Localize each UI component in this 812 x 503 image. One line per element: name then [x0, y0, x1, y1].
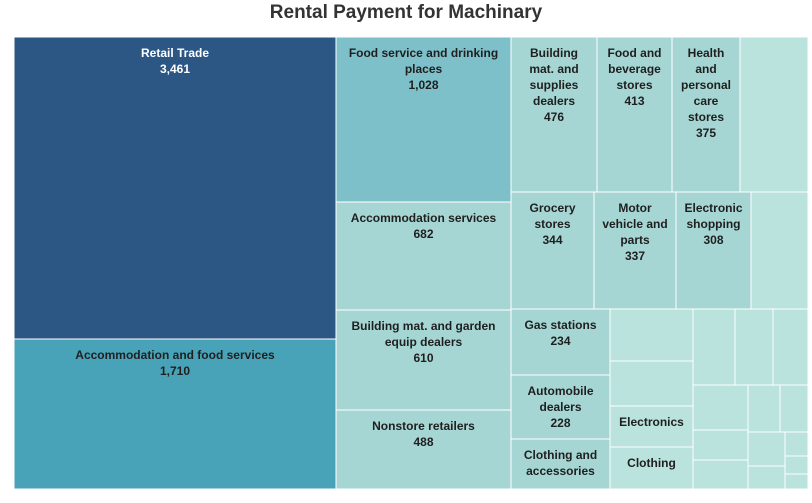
treemap-tile-unlabeled — [779, 384, 809, 433]
treemap-tile-unlabeled — [784, 473, 809, 490]
treemap-tile-unlabeled — [609, 308, 694, 362]
chart-title: Rental Payment for Machinary — [269, 2, 543, 23]
treemap-label-name: Gas stations — [524, 318, 596, 332]
treemap-tile-unlabeled — [692, 429, 749, 461]
treemap-label-value: 337 — [625, 249, 645, 263]
treemap-label-name: Electronic shopping — [684, 201, 742, 231]
treemap-label-value: 1,028 — [408, 78, 438, 92]
treemap-tile-electronic-shopping: Electronic shopping 308 — [675, 191, 752, 310]
treemap-tile-building-mat-and-supplies-dealers: Building mat. and supplies dealers 476 — [510, 36, 598, 193]
treemap-label-name: Accommodation services — [351, 211, 497, 225]
treemap-tile-unlabeled — [747, 431, 786, 467]
treemap-label-value: 1,710 — [160, 364, 190, 378]
treemap-tile-unlabeled — [739, 36, 809, 193]
treemap-label-value: 344 — [542, 233, 562, 247]
treemap-tile-building-mat-and-garden-equip-dealers: Building mat. and garden equip dealers 610 — [335, 309, 512, 411]
treemap-tile-nonstore-retailers: Nonstore retailers 488 — [335, 409, 512, 490]
treemap-label-name: Automobile dealers — [528, 384, 594, 414]
treemap-rect — [671, 36, 741, 193]
treemap-label-value: 488 — [413, 435, 433, 449]
treemap-label-name: Building mat. and garden equip dealers — [351, 319, 495, 349]
treemap-label-value: 610 — [413, 351, 433, 365]
treemap-rect — [13, 36, 337, 340]
treemap-tile-unlabeled — [609, 360, 694, 407]
treemap-rect — [510, 36, 598, 193]
treemap-label-name: Health and personal care stores — [681, 46, 731, 124]
treemap-label-name: Motor vehicle and parts — [602, 201, 667, 247]
treemap-tile-unlabeled — [692, 308, 736, 386]
treemap-tile-unlabeled — [692, 384, 749, 431]
treemap-tile-motor-vehicle-and-parts: Motor vehicle and parts 337 — [593, 191, 677, 310]
treemap-label-name: Accommodation and food services — [75, 348, 275, 362]
treemap-label-name: Nonstore retailers — [372, 419, 475, 433]
treemap-rect — [335, 201, 512, 311]
treemap-tile-retail-trade: Retail Trade 3,461 — [13, 36, 337, 340]
treemap-tile-unlabeled — [750, 191, 809, 310]
treemap-tile-health-and-personal-care-stores: Health and personal care stores 375 — [671, 36, 741, 193]
treemap-label-value: 228 — [550, 416, 570, 430]
treemap-tile-unlabeled — [772, 308, 809, 386]
treemap-label-value: 476 — [544, 110, 564, 124]
treemap-tile-clothing-and-accessories: Clothing and accessories — [510, 438, 611, 490]
treemap-rect — [510, 191, 595, 310]
treemap-tile-automobile-dealers: Automobile dealers 228 — [510, 374, 611, 440]
treemap-label-value: 682 — [413, 227, 433, 241]
treemap-label-name: Grocery stores — [529, 201, 575, 231]
treemap-label-name: Retail Trade — [141, 46, 209, 60]
treemap-rect — [609, 405, 694, 448]
treemap-label-value: 308 — [703, 233, 723, 247]
treemap-tile-electronics: Electronics — [609, 405, 694, 448]
treemap-tile-unlabeled — [734, 308, 774, 386]
treemap-label-name: Building mat. and supplies dealers — [529, 46, 578, 108]
treemap-tile-unlabeled — [784, 431, 809, 457]
treemap-tile-unlabeled — [784, 455, 809, 475]
treemap-tile-clothing: Clothing — [609, 446, 694, 490]
treemap-rect — [609, 446, 694, 490]
treemap-rect — [335, 309, 512, 411]
treemap-label-name: Clothing and accessories — [524, 448, 597, 478]
treemap-rect — [510, 438, 611, 490]
treemap-tile-grocery-stores: Grocery stores 344 — [510, 191, 595, 310]
treemap-tile-unlabeled — [747, 384, 781, 433]
treemap-tile-food-service-and-drinking-places: Food service and drinking places 1,028 — [335, 36, 512, 203]
treemap-rect — [675, 191, 752, 310]
treemap-label-value: 3,461 — [160, 62, 190, 76]
treemap-rect — [510, 308, 611, 376]
treemap-tile-gas-stations: Gas stations 234 — [510, 308, 611, 376]
treemap-rect — [596, 36, 673, 193]
treemap-tile-accommodation-and-food-services: Accommodation and food services 1,710 — [13, 338, 337, 490]
treemap-label-value: 375 — [696, 126, 716, 140]
treemap-rect — [335, 36, 512, 203]
treemap-label-name: Food and beverage stores — [608, 46, 662, 92]
treemap-tile-unlabeled — [747, 465, 786, 490]
treemap-tile-food-and-beverage-stores: Food and beverage stores 413 — [596, 36, 673, 193]
treemap-rect — [335, 409, 512, 490]
treemap-label-name: Food service and drinking places — [349, 46, 498, 76]
treemap-tile-accommodation-services: Accommodation services 682 — [335, 201, 512, 311]
treemap-label-value: 413 — [624, 94, 644, 108]
treemap-label-name: Clothing — [627, 456, 676, 470]
treemap-rect — [593, 191, 677, 310]
treemap-label-value: 234 — [550, 334, 570, 348]
treemap-tile-unlabeled — [692, 459, 749, 490]
treemap-label-name: Electronics — [619, 415, 684, 429]
